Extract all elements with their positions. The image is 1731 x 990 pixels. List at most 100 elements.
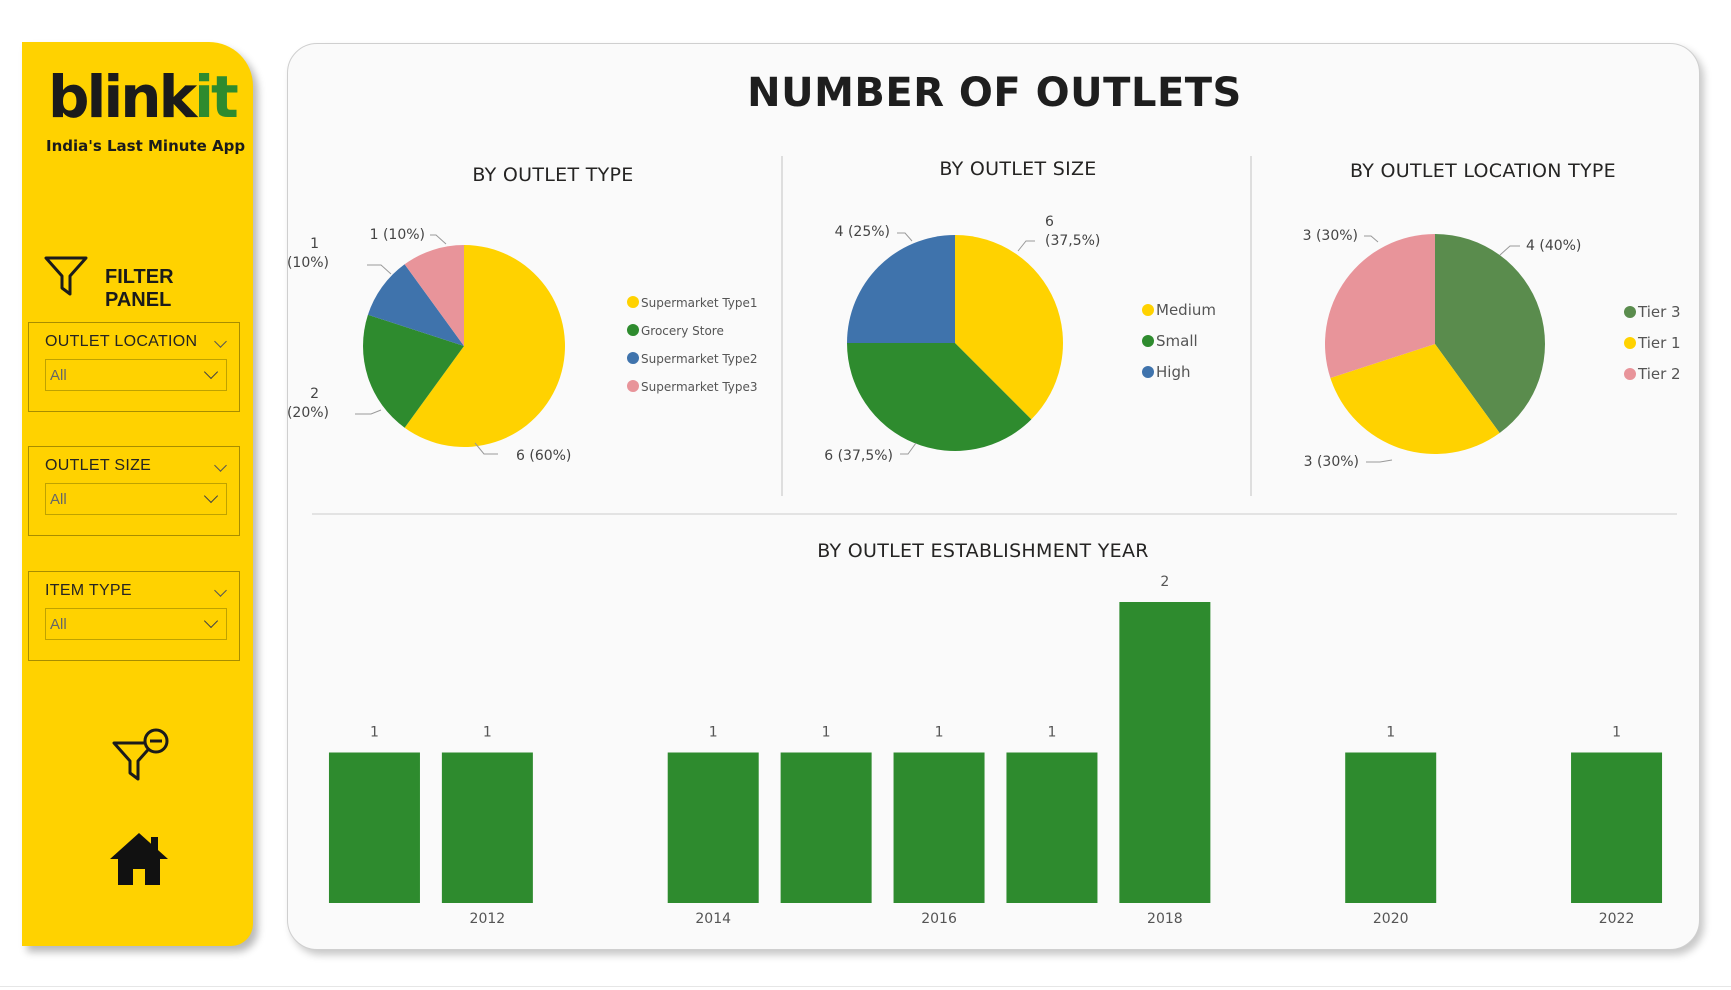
leader-line [1366, 459, 1393, 463]
bar[interactable] [441, 752, 533, 904]
chart-title-outlet-size: BY OUTLET SIZE [939, 158, 1097, 180]
data-label: 6 (60%) [516, 448, 571, 464]
pie-slice[interactable] [1435, 234, 1545, 433]
outlet-location-slicer: OUTLET LOCATION All [28, 322, 240, 412]
bar[interactable] [328, 752, 420, 904]
x-tick-label: 2016 [921, 911, 957, 927]
legend-marker [627, 324, 639, 336]
leader-line [897, 232, 913, 242]
bar[interactable] [667, 752, 759, 904]
pie-slice[interactable] [1330, 344, 1500, 454]
main-panel: NUMBER OF OUTLETS BY OUTLET TYPE BY OUTL… [287, 43, 1700, 950]
chart-title-outlet-type: BY OUTLET TYPE [472, 164, 634, 186]
legend-label: Supermarket Type3 [641, 380, 758, 394]
bar-value-label: 1 [1612, 725, 1621, 741]
legend-label: Medium [1156, 301, 1216, 319]
pie-slice[interactable] [847, 235, 955, 343]
legend-marker [1142, 366, 1154, 378]
leader-line [367, 264, 392, 275]
pie-slice[interactable] [367, 264, 464, 346]
pie-slice[interactable] [404, 245, 565, 447]
home-button[interactable] [108, 829, 170, 889]
bar-value-label: 1 [1386, 725, 1395, 741]
panel-divider [1250, 156, 1252, 496]
bar[interactable] [780, 752, 872, 904]
data-label: 2 [310, 386, 319, 402]
legend-marker [1624, 306, 1636, 318]
bar[interactable] [1571, 752, 1663, 904]
x-tick-label: 2014 [695, 911, 731, 927]
data-label: 6 (37,5%) [824, 448, 893, 464]
filter-icon [44, 254, 88, 302]
data-label: 1 [310, 236, 319, 252]
bar-value-label: 1 [483, 725, 492, 741]
bar[interactable] [893, 752, 985, 904]
legend-marker [1624, 368, 1636, 380]
pie-slice[interactable] [404, 245, 464, 346]
sidebar: blinkit India's Last Minute App FILTER P… [22, 42, 253, 946]
legend-label: Grocery Store [641, 324, 724, 338]
leader-line [1499, 245, 1520, 256]
data-label: 1 (10%) [370, 227, 425, 243]
legend-label: Small [1156, 332, 1198, 350]
data-label: 4 (25%) [835, 224, 890, 240]
legend-label: Supermarket Type2 [641, 352, 758, 366]
tagline: India's Last Minute App [46, 137, 246, 155]
logo-text-main: blink [48, 63, 197, 131]
outlet-location-dropdown[interactable]: All [45, 359, 227, 391]
pie-slice[interactable] [363, 314, 464, 428]
dropdown-value: All [50, 616, 67, 633]
chevron-down-icon[interactable] [214, 584, 227, 597]
x-tick-label: 2012 [470, 911, 506, 927]
leader-line [900, 442, 917, 455]
chart-title-outlet-location: BY OUTLET LOCATION TYPE [1350, 160, 1616, 182]
pie-slice[interactable] [847, 343, 1032, 451]
chevron-down-icon [203, 488, 219, 504]
bar-value-label: 1 [370, 725, 379, 741]
filter-panel-title: FILTER PANEL [105, 266, 174, 311]
legend-label: Supermarket Type1 [641, 296, 758, 310]
x-tick-label: 2022 [1599, 911, 1635, 927]
slicer-label: OUTLET SIZE [45, 457, 152, 474]
clear-filter-button[interactable] [110, 727, 174, 791]
legend-marker [627, 352, 639, 364]
legend-marker [627, 296, 639, 308]
outlet-size-slicer: OUTLET SIZE All [28, 446, 240, 536]
item-type-dropdown[interactable]: All [45, 608, 227, 640]
page-bottom-border [0, 986, 1731, 987]
pie-slice[interactable] [1325, 233, 1435, 378]
dropdown-value: All [50, 367, 67, 384]
clear-filter-icon [110, 728, 174, 795]
blinkit-logo: blinkit [48, 68, 239, 126]
data-label: 3 (30%) [1303, 228, 1358, 244]
legend-label: Tier 1 [1637, 334, 1681, 352]
dropdown-value: All [50, 491, 67, 508]
page-title: NUMBER OF OUTLETS [747, 70, 1242, 116]
bar[interactable] [1119, 602, 1211, 903]
chevron-down-icon [203, 613, 219, 629]
logo-text-accent: it [194, 63, 239, 131]
bar[interactable] [1006, 752, 1098, 904]
data-label: 4 (40%) [1526, 238, 1581, 254]
bar-value-label: 1 [935, 725, 944, 741]
data-label: (20%) [288, 405, 329, 421]
filter-panel-header: FILTER PANEL [44, 254, 244, 311]
outlet-size-dropdown[interactable]: All [45, 483, 227, 515]
charts-canvas: 6 (60%) 2 (20%) 1 (10%) 1 (10%) Supermarket Ty… [288, 214, 1681, 927]
bar-value-label: 1 [709, 725, 718, 741]
legend-marker [1142, 335, 1154, 347]
slicer-label: ITEM TYPE [45, 582, 132, 599]
chevron-down-icon[interactable] [214, 335, 227, 348]
bar[interactable] [1345, 752, 1437, 904]
data-label: (37,5%) [1045, 233, 1100, 249]
item-type-slicer: ITEM TYPE All [28, 571, 240, 661]
legend-label: High [1156, 363, 1190, 381]
leader-line [474, 442, 498, 455]
leader-line [1364, 235, 1379, 243]
legend-label: Tier 2 [1637, 365, 1681, 383]
pie-slice[interactable] [955, 235, 1063, 420]
bar-value-label: 2 [1160, 574, 1169, 590]
panel-divider [781, 156, 783, 496]
legend-marker [627, 380, 639, 392]
chevron-down-icon[interactable] [214, 459, 227, 472]
